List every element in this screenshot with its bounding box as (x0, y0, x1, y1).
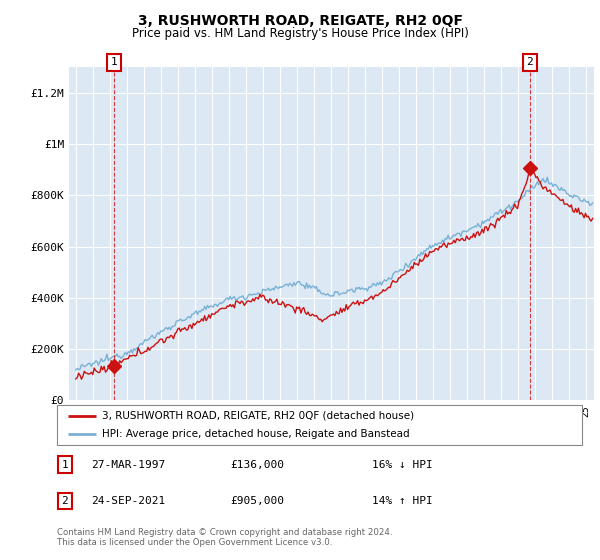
Text: 27-MAR-1997: 27-MAR-1997 (91, 460, 166, 470)
Text: 16% ↓ HPI: 16% ↓ HPI (372, 460, 433, 470)
Text: 2: 2 (527, 57, 533, 67)
Text: £136,000: £136,000 (230, 460, 284, 470)
Text: 3, RUSHWORTH ROAD, REIGATE, RH2 0QF (detached house): 3, RUSHWORTH ROAD, REIGATE, RH2 0QF (det… (101, 411, 414, 421)
FancyBboxPatch shape (57, 405, 582, 445)
Text: HPI: Average price, detached house, Reigate and Banstead: HPI: Average price, detached house, Reig… (101, 430, 409, 439)
Text: 1: 1 (110, 57, 118, 67)
Text: 1: 1 (62, 460, 68, 470)
Text: 14% ↑ HPI: 14% ↑ HPI (372, 496, 433, 506)
Text: 2: 2 (62, 496, 68, 506)
Text: Price paid vs. HM Land Registry's House Price Index (HPI): Price paid vs. HM Land Registry's House … (131, 27, 469, 40)
Text: Contains HM Land Registry data © Crown copyright and database right 2024.
This d: Contains HM Land Registry data © Crown c… (57, 528, 392, 547)
Text: £905,000: £905,000 (230, 496, 284, 506)
Text: 3, RUSHWORTH ROAD, REIGATE, RH2 0QF: 3, RUSHWORTH ROAD, REIGATE, RH2 0QF (137, 14, 463, 28)
Text: 24-SEP-2021: 24-SEP-2021 (91, 496, 166, 506)
